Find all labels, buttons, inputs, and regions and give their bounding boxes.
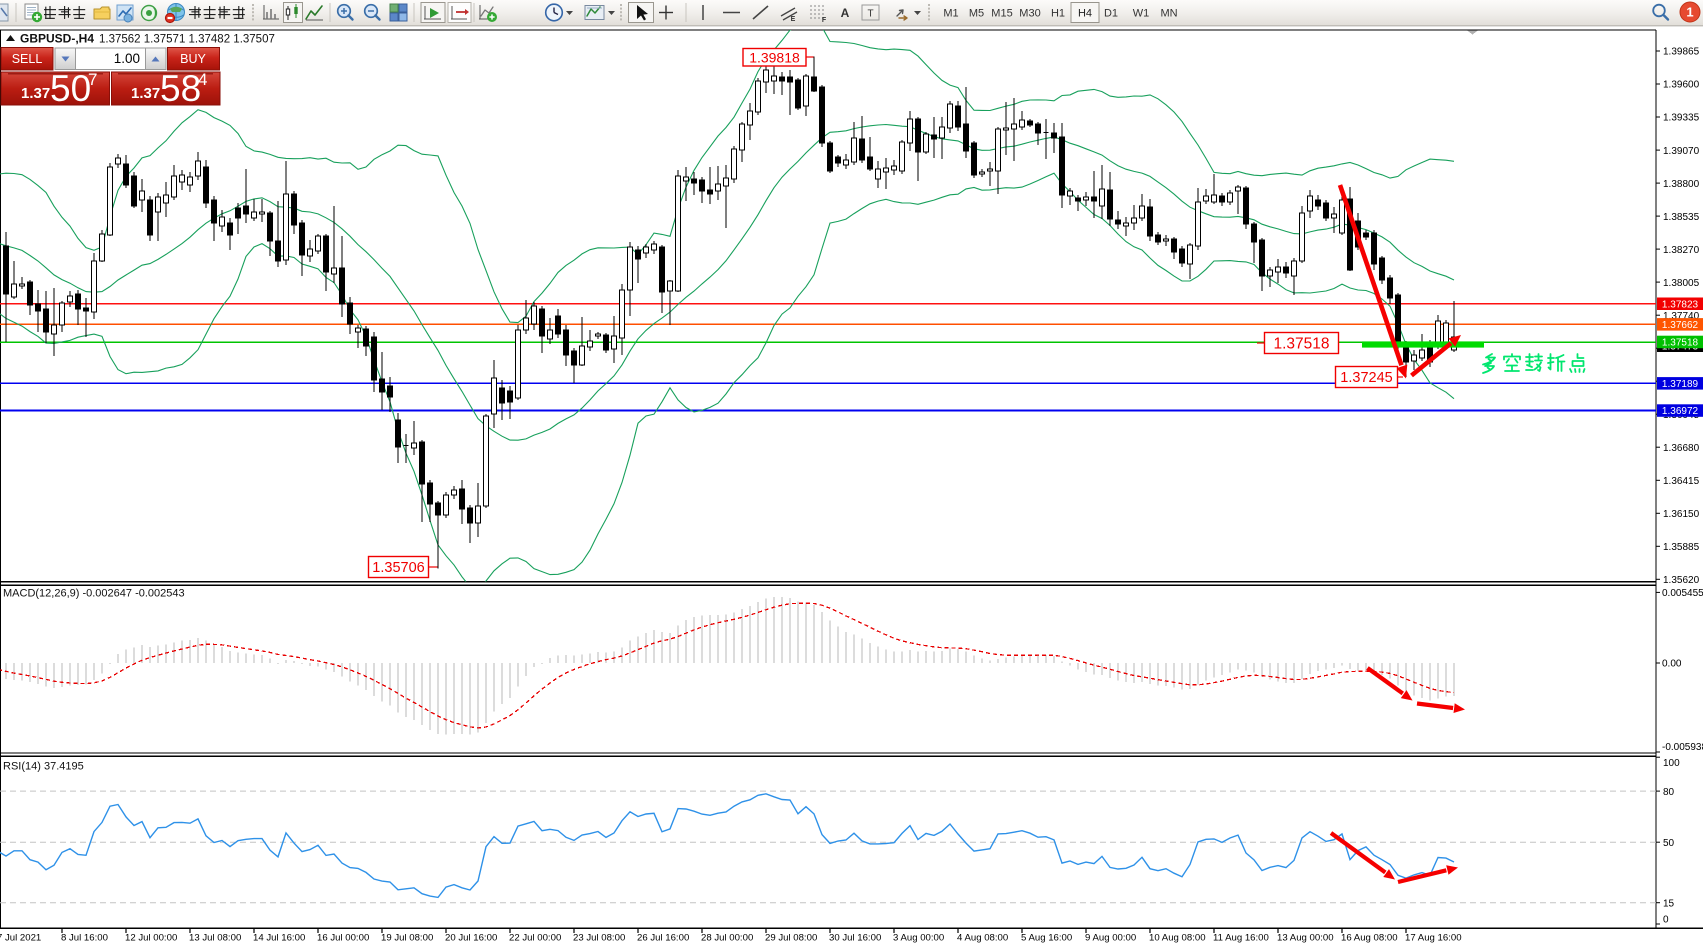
svg-text:16 Aug 08:00: 16 Aug 08:00 bbox=[1341, 933, 1398, 944]
svg-text:1.37518: 1.37518 bbox=[1273, 336, 1329, 353]
svg-text:7 Jul 2021: 7 Jul 2021 bbox=[0, 933, 41, 944]
svg-text:1.39335: 1.39335 bbox=[1663, 113, 1700, 124]
svg-text:22 Jul 00:00: 22 Jul 00:00 bbox=[509, 933, 561, 944]
svg-text:MN: MN bbox=[1160, 8, 1177, 20]
svg-text:MACD(12,26,9) -0.002647 -0.002: MACD(12,26,9) -0.002647 -0.002543 bbox=[3, 588, 185, 600]
svg-text:26 Jul 16:00: 26 Jul 16:00 bbox=[637, 933, 689, 944]
svg-text:13 Aug 00:00: 13 Aug 00:00 bbox=[1277, 933, 1334, 944]
svg-text:1.00: 1.00 bbox=[114, 51, 140, 66]
svg-text:1.35706: 1.35706 bbox=[372, 560, 424, 576]
svg-text:23 Jul 08:00: 23 Jul 08:00 bbox=[573, 933, 625, 944]
svg-text:1.37245: 1.37245 bbox=[1340, 370, 1392, 386]
svg-text:1.37189: 1.37189 bbox=[1662, 379, 1699, 390]
svg-text:15: 15 bbox=[1663, 898, 1675, 909]
svg-text:1.39070: 1.39070 bbox=[1663, 146, 1700, 157]
svg-text:17 Aug 16:00: 17 Aug 16:00 bbox=[1405, 933, 1462, 944]
svg-text:1.37662: 1.37662 bbox=[1662, 320, 1699, 331]
svg-text:1.39600: 1.39600 bbox=[1663, 80, 1700, 91]
svg-text:1.39818: 1.39818 bbox=[749, 49, 800, 65]
svg-text:1.37740: 1.37740 bbox=[1663, 311, 1700, 322]
svg-text:80: 80 bbox=[1663, 787, 1675, 798]
svg-text:0.005455: 0.005455 bbox=[1662, 588, 1703, 599]
svg-text:30 Jul 16:00: 30 Jul 16:00 bbox=[829, 933, 881, 944]
svg-text:M5: M5 bbox=[969, 8, 984, 20]
svg-text:12 Jul 00:00: 12 Jul 00:00 bbox=[125, 933, 177, 944]
svg-text:1.36415: 1.36415 bbox=[1663, 476, 1700, 487]
svg-text:1.35885: 1.35885 bbox=[1663, 542, 1700, 553]
svg-text:50: 50 bbox=[1663, 838, 1675, 849]
svg-text:1.39865: 1.39865 bbox=[1663, 47, 1700, 58]
svg-text:4 Aug 08:00: 4 Aug 08:00 bbox=[957, 933, 1008, 944]
svg-text:100: 100 bbox=[1663, 758, 1680, 769]
svg-text:0.00: 0.00 bbox=[1662, 659, 1682, 670]
svg-text:1.36972: 1.36972 bbox=[1662, 406, 1699, 417]
svg-text:7: 7 bbox=[88, 70, 97, 89]
svg-text:19 Jul 08:00: 19 Jul 08:00 bbox=[381, 933, 433, 944]
svg-text:D1: D1 bbox=[1104, 8, 1118, 20]
svg-text:1.35620: 1.35620 bbox=[1663, 575, 1700, 586]
svg-text:H4: H4 bbox=[1078, 8, 1092, 20]
svg-text:8 Jul 16:00: 8 Jul 16:00 bbox=[61, 933, 108, 944]
svg-text:13 Jul 08:00: 13 Jul 08:00 bbox=[189, 933, 241, 944]
svg-text:9 Aug 00:00: 9 Aug 00:00 bbox=[1085, 933, 1136, 944]
svg-text:M30: M30 bbox=[1019, 8, 1040, 20]
svg-text:5 Aug 16:00: 5 Aug 16:00 bbox=[1021, 933, 1072, 944]
svg-text:1.38005: 1.38005 bbox=[1663, 278, 1700, 289]
svg-text:F: F bbox=[822, 17, 827, 24]
svg-text:W1: W1 bbox=[1133, 8, 1150, 20]
svg-text:50: 50 bbox=[50, 68, 91, 109]
svg-text:16 Jul 00:00: 16 Jul 00:00 bbox=[317, 933, 369, 944]
svg-text:SELL: SELL bbox=[12, 52, 43, 66]
svg-text:1.37: 1.37 bbox=[21, 85, 50, 102]
svg-text:1.38270: 1.38270 bbox=[1663, 245, 1700, 256]
svg-text:1.38535: 1.38535 bbox=[1663, 212, 1700, 223]
svg-text:1.36150: 1.36150 bbox=[1663, 509, 1700, 520]
svg-text:-0.005938: -0.005938 bbox=[1662, 742, 1703, 753]
svg-text:H1: H1 bbox=[1051, 8, 1065, 20]
svg-text:14 Jul 16:00: 14 Jul 16:00 bbox=[253, 933, 305, 944]
svg-text:1.37562 1.37571 1.37482 1.3750: 1.37562 1.37571 1.37482 1.37507 bbox=[99, 34, 275, 46]
svg-text:1.36680: 1.36680 bbox=[1663, 443, 1700, 454]
svg-text:M1: M1 bbox=[943, 8, 958, 20]
svg-text:11 Aug 16:00: 11 Aug 16:00 bbox=[1213, 933, 1269, 944]
svg-text:A: A bbox=[841, 6, 850, 20]
svg-text:20 Jul 16:00: 20 Jul 16:00 bbox=[445, 933, 497, 944]
svg-text:T: T bbox=[867, 9, 873, 20]
svg-text:GBPUSD-,H4: GBPUSD-,H4 bbox=[20, 32, 94, 46]
svg-text:E: E bbox=[791, 16, 796, 23]
svg-text:1.37518: 1.37518 bbox=[1662, 338, 1699, 349]
svg-text:RSI(14) 37.4195: RSI(14) 37.4195 bbox=[3, 761, 84, 773]
svg-text:M15: M15 bbox=[991, 8, 1012, 20]
svg-text:28 Jul 00:00: 28 Jul 00:00 bbox=[701, 933, 753, 944]
svg-text:4: 4 bbox=[198, 70, 207, 89]
svg-text:3 Aug 00:00: 3 Aug 00:00 bbox=[893, 933, 944, 944]
svg-text:1.37823: 1.37823 bbox=[1662, 299, 1699, 310]
svg-text:0: 0 bbox=[1663, 915, 1669, 926]
svg-text:29 Jul 08:00: 29 Jul 08:00 bbox=[765, 933, 817, 944]
svg-text:58: 58 bbox=[160, 68, 201, 109]
svg-text:1.37: 1.37 bbox=[131, 85, 160, 102]
svg-text:BUY: BUY bbox=[180, 52, 206, 66]
svg-text:10 Aug 08:00: 10 Aug 08:00 bbox=[1149, 933, 1206, 944]
svg-text:1.38800: 1.38800 bbox=[1663, 179, 1700, 190]
svg-text:1: 1 bbox=[1686, 5, 1693, 20]
